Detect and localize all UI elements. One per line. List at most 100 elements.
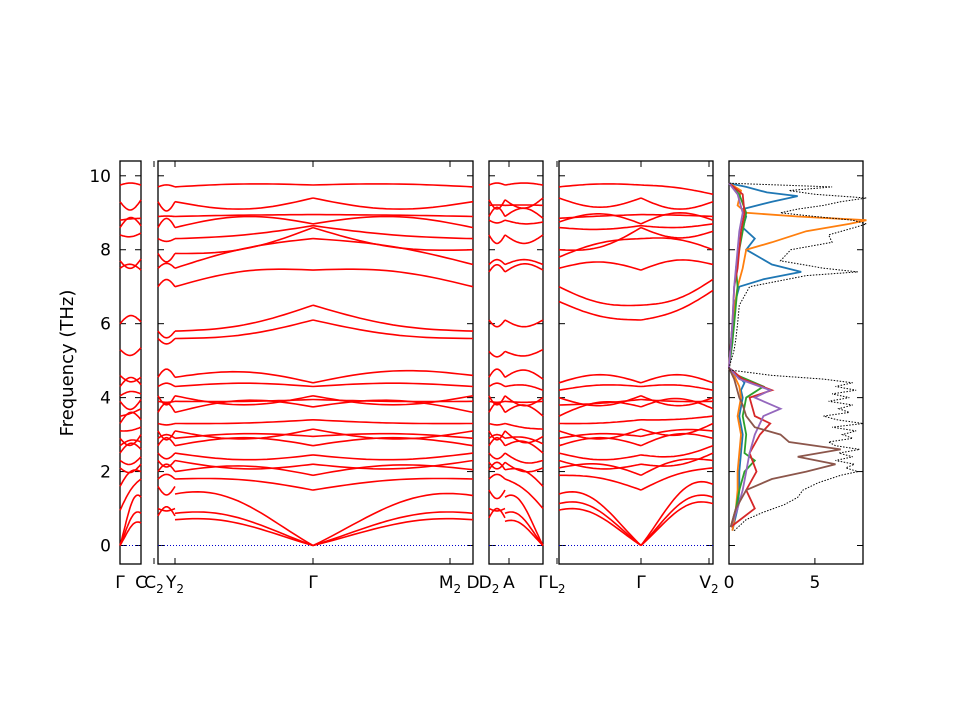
band-line	[504, 197, 544, 209]
band-line	[157, 395, 176, 406]
band-line	[488, 382, 506, 388]
band-line	[504, 384, 544, 391]
band-line	[119, 263, 142, 271]
band-line	[157, 506, 176, 517]
partial-dos-line	[728, 367, 841, 528]
band-line	[312, 436, 474, 447]
band-line	[488, 219, 506, 224]
band-line	[488, 264, 506, 273]
band-line	[504, 319, 544, 328]
band-line	[558, 432, 642, 440]
band-x-label-text: D	[479, 573, 492, 593]
band-line	[119, 478, 142, 511]
band-line	[558, 183, 642, 188]
band-line	[119, 374, 142, 383]
band-x-label: Γ	[538, 573, 548, 593]
band-x-label: Γ	[636, 573, 646, 593]
band-line	[504, 234, 544, 245]
band-line	[640, 501, 714, 547]
band-x-label-text: L	[548, 573, 558, 593]
band-panel-2-frame	[157, 160, 474, 565]
band-line	[174, 517, 314, 547]
band-x-label-subscript: 2	[492, 582, 500, 596]
band-line	[157, 337, 176, 345]
band-line	[640, 237, 714, 251]
band-line	[488, 199, 506, 210]
band-x-label-text: C	[144, 573, 156, 593]
band-line	[640, 397, 714, 410]
band-line	[312, 304, 474, 332]
band-line	[504, 436, 544, 445]
band-line	[174, 452, 314, 461]
band-line	[119, 199, 142, 211]
band-line	[174, 304, 314, 332]
band-line	[312, 226, 474, 251]
band-line	[640, 226, 714, 239]
band-x-label: D2	[479, 573, 500, 596]
band-line	[312, 452, 474, 461]
band-line	[174, 370, 314, 384]
band-line	[312, 517, 474, 547]
band-line	[488, 507, 506, 519]
band-line	[504, 467, 544, 487]
band-line	[312, 237, 474, 266]
band-line	[174, 399, 314, 414]
band-line	[488, 489, 506, 500]
band-line	[312, 432, 474, 440]
band-panel-1-frame	[119, 160, 142, 565]
band-line	[157, 330, 176, 339]
band-line	[157, 402, 176, 413]
band-line	[119, 390, 142, 397]
band-line	[312, 511, 474, 547]
band-line	[504, 519, 544, 547]
band-line	[640, 373, 714, 384]
band-line	[640, 480, 714, 546]
band-line	[119, 399, 142, 411]
band-line	[559, 419, 642, 425]
band-line	[641, 415, 714, 421]
band-line	[119, 347, 142, 357]
band-x-label-text: Γ	[115, 573, 125, 593]
band-line	[641, 213, 714, 218]
band-x-label: C	[135, 573, 147, 593]
band-line	[640, 184, 714, 196]
band-x-label-text: D	[466, 573, 479, 593]
band-line	[174, 319, 314, 340]
y-axis-label: Frequency (THz)	[57, 290, 78, 437]
band-line	[558, 463, 642, 477]
band-line	[640, 197, 714, 210]
band-line	[558, 300, 642, 321]
band-line	[504, 258, 544, 266]
band-x-label-text: Y	[165, 573, 177, 593]
band-line	[119, 434, 142, 447]
band-line	[157, 217, 176, 229]
band-line	[488, 234, 506, 245]
band-line	[558, 401, 642, 417]
band-line	[640, 428, 714, 438]
partial-dos-line	[728, 182, 783, 528]
band-line	[119, 521, 142, 546]
band-line	[119, 469, 142, 487]
band-line	[157, 184, 176, 188]
band-line	[119, 456, 142, 466]
band-x-label-subscript: 2	[711, 582, 719, 596]
band-line	[488, 422, 506, 426]
dos-x-tick-label: 5	[809, 573, 820, 593]
partial-dos-line	[728, 182, 867, 531]
band-line	[174, 268, 314, 288]
y-tick-label: 8	[100, 241, 111, 261]
band-line	[174, 490, 314, 547]
band-line	[174, 224, 314, 240]
band-line	[157, 452, 176, 460]
band-line	[640, 422, 714, 437]
band-line	[504, 395, 544, 407]
band-line	[640, 395, 714, 407]
band-line	[558, 428, 642, 440]
band-line	[174, 428, 314, 440]
band-line	[504, 452, 544, 464]
y-tick-label: 10	[89, 167, 111, 187]
band-line	[119, 314, 142, 325]
band-line	[119, 411, 142, 424]
band-x-label: L2	[548, 573, 565, 596]
